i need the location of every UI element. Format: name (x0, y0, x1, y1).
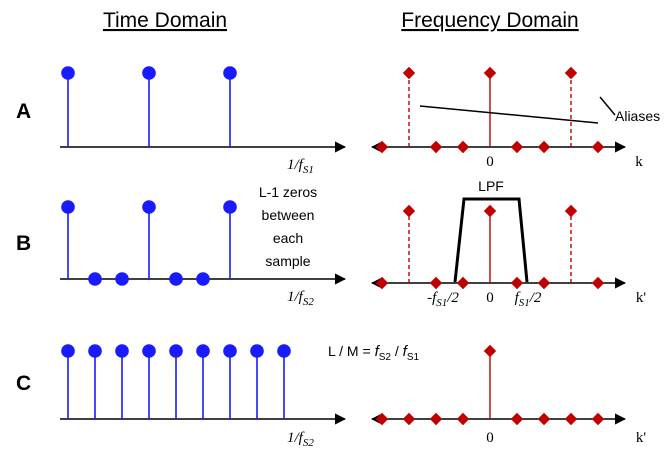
spectrum-point (375, 140, 389, 154)
ratio-formula: L / M = fS2 / fS1 (328, 343, 419, 363)
spectrum-point (537, 140, 551, 154)
spectrum-point (375, 412, 389, 426)
sample-point (277, 344, 291, 358)
spectrum-peak (483, 66, 497, 80)
spectrum-point (375, 276, 389, 290)
sample-point (61, 66, 75, 80)
spectrum-point (591, 140, 605, 154)
period-label-b: 1/fS2 (287, 289, 314, 308)
lpf-label: LPF (478, 178, 504, 194)
spectrum-point (510, 276, 524, 290)
aliases-pointer-line (419, 105, 599, 124)
time-samples-c (61, 344, 291, 419)
spectrum-point (564, 412, 578, 426)
zero-sample-point (115, 272, 129, 286)
alias-peak (564, 204, 578, 218)
spectrum-point (456, 276, 470, 290)
spectrum-point (591, 412, 605, 426)
sample-point (196, 344, 210, 358)
sample-point (250, 344, 264, 358)
sample-point (142, 344, 156, 358)
zeros-note-line-2: between (262, 207, 315, 223)
spectrum-point (429, 412, 443, 426)
zeros-note-line-4: sample (265, 253, 310, 269)
time-samples-b (61, 200, 237, 286)
zero-sample-point (196, 272, 210, 286)
zeros-note-line-1: L-1 zeros (259, 184, 317, 200)
freq-samples-a (375, 66, 605, 154)
sample-point (223, 66, 237, 80)
spectrum-point (429, 140, 443, 154)
spectrum-point (456, 140, 470, 154)
freq-var-label-c: k' (636, 430, 647, 446)
frequency-domain-heading: Frequency Domain (401, 9, 578, 32)
aliases-pointer-short (599, 96, 616, 116)
spectrum-point (591, 276, 605, 290)
sample-point (142, 66, 156, 80)
pos-band-edge-label: fS1/2 (515, 290, 542, 309)
spectrum-point (429, 276, 443, 290)
freq-zero-label-c: 0 (486, 430, 494, 446)
sample-point (223, 200, 237, 214)
sample-point (61, 344, 75, 358)
row-label-a: A (16, 100, 31, 123)
sample-point (88, 344, 102, 358)
freq-zero-label-a: 0 (486, 154, 494, 170)
period-label-a: 1/fS1 (287, 157, 314, 176)
sample-point (115, 344, 129, 358)
spectrum-peak (483, 344, 497, 358)
alias-peak (402, 66, 416, 80)
zeros-note-line-3: each (273, 230, 303, 246)
spectrum-point (537, 276, 551, 290)
spectrum-point (537, 412, 551, 426)
spectrum-point (456, 412, 470, 426)
time-domain-heading: Time Domain (103, 9, 227, 32)
time-samples-a (61, 66, 237, 147)
sample-point (169, 344, 183, 358)
period-label-c: 1/fS2 (287, 430, 314, 449)
sample-point (223, 344, 237, 358)
zero-sample-point (169, 272, 183, 286)
spectrum-point (510, 140, 524, 154)
spectrum-point (402, 412, 416, 426)
freq-samples-b (375, 204, 605, 290)
spectrum-peak (483, 204, 497, 218)
freq-var-label-b: k' (636, 290, 647, 306)
freq-var-label-a: k (635, 154, 643, 170)
spectrum-point (510, 412, 524, 426)
alias-peak (402, 204, 416, 218)
lpf-filter-shape (453, 197, 529, 283)
aliases-label: Aliases (615, 108, 660, 124)
zero-sample-point (88, 272, 102, 286)
sample-point (61, 200, 75, 214)
freq-zero-label-b: 0 (486, 290, 494, 306)
neg-band-edge-label: -fS1/2 (427, 290, 459, 309)
row-label-c: C (16, 372, 31, 395)
row-label-b: B (16, 232, 31, 255)
sample-point (142, 200, 156, 214)
alias-peak (564, 66, 578, 80)
freq-samples-c (375, 344, 605, 426)
